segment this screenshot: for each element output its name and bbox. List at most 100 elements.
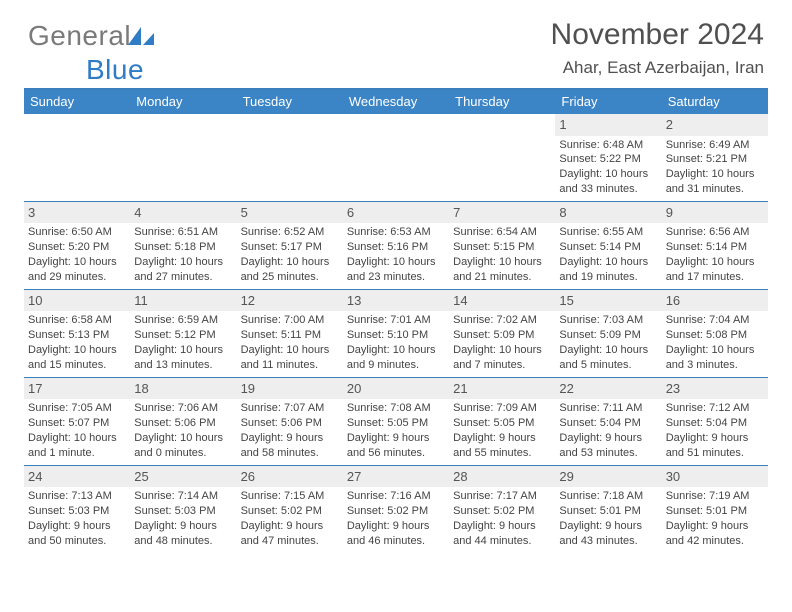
day-cell: 13Sunrise: 7:01 AMSunset: 5:10 PMDayligh…: [343, 290, 449, 377]
day-dl2: and 56 minutes.: [347, 446, 445, 461]
day-sr: Sunrise: 6:50 AM: [28, 225, 126, 240]
day-dl1: Daylight: 10 hours: [666, 255, 764, 270]
day-ss: Sunset: 5:18 PM: [134, 240, 232, 255]
day-dl2: and 1 minute.: [28, 446, 126, 461]
day-dl2: and 17 minutes.: [666, 270, 764, 285]
day-ss: Sunset: 5:04 PM: [666, 416, 764, 431]
day-dl1: Daylight: 9 hours: [134, 519, 232, 534]
day-ss: Sunset: 5:04 PM: [559, 416, 657, 431]
day-number: 28: [449, 466, 555, 488]
day-dl1: Daylight: 9 hours: [666, 519, 764, 534]
day-dl2: and 51 minutes.: [666, 446, 764, 461]
day-number: 17: [24, 378, 130, 400]
day-dl2: and 55 minutes.: [453, 446, 551, 461]
day-dl1: Daylight: 10 hours: [559, 167, 657, 182]
day-dl2: and 15 minutes.: [28, 358, 126, 373]
week-row: 1Sunrise: 6:48 AMSunset: 5:22 PMDaylight…: [24, 114, 768, 201]
day-sr: Sunrise: 7:00 AM: [241, 313, 339, 328]
day-cell: [130, 114, 236, 201]
day-dl2: and 25 minutes.: [241, 270, 339, 285]
day-dl2: and 50 minutes.: [28, 534, 126, 549]
day-number: 29: [555, 466, 661, 488]
day-dl2: and 0 minutes.: [134, 446, 232, 461]
day-sr: Sunrise: 6:56 AM: [666, 225, 764, 240]
day-number: 15: [555, 290, 661, 312]
day-dl1: Daylight: 10 hours: [241, 255, 339, 270]
logo-text-b: Blue: [86, 54, 144, 85]
day-number: 18: [130, 378, 236, 400]
day-dl2: and 23 minutes.: [347, 270, 445, 285]
day-dl2: and 21 minutes.: [453, 270, 551, 285]
logo: General Blue: [28, 20, 154, 86]
weekday-wed: Wednesday: [343, 90, 449, 114]
day-ss: Sunset: 5:02 PM: [347, 504, 445, 519]
day-sr: Sunrise: 7:12 AM: [666, 401, 764, 416]
week-row: 10Sunrise: 6:58 AMSunset: 5:13 PMDayligh…: [24, 289, 768, 377]
empty-day: [453, 138, 551, 190]
day-ss: Sunset: 5:05 PM: [347, 416, 445, 431]
day-ss: Sunset: 5:16 PM: [347, 240, 445, 255]
day-dl1: Daylight: 10 hours: [134, 255, 232, 270]
week-row: 17Sunrise: 7:05 AMSunset: 5:07 PMDayligh…: [24, 377, 768, 465]
empty-day: [241, 138, 339, 190]
day-ss: Sunset: 5:06 PM: [134, 416, 232, 431]
day-dl1: Daylight: 9 hours: [241, 431, 339, 446]
empty-day: [134, 138, 232, 190]
weekday-header-row: Sunday Monday Tuesday Wednesday Thursday…: [24, 90, 768, 114]
day-dl1: Daylight: 10 hours: [28, 255, 126, 270]
day-ss: Sunset: 5:10 PM: [347, 328, 445, 343]
day-dl2: and 31 minutes.: [666, 182, 764, 197]
empty-day: [28, 138, 126, 190]
day-ss: Sunset: 5:13 PM: [28, 328, 126, 343]
day-sr: Sunrise: 6:48 AM: [559, 138, 657, 153]
day-ss: Sunset: 5:07 PM: [28, 416, 126, 431]
day-cell: [237, 114, 343, 201]
day-cell: 18Sunrise: 7:06 AMSunset: 5:06 PMDayligh…: [130, 378, 236, 465]
month-title: November 2024: [551, 18, 764, 52]
day-dl1: Daylight: 10 hours: [347, 255, 445, 270]
day-number: 22: [555, 378, 661, 400]
weeks-container: 1Sunrise: 6:48 AMSunset: 5:22 PMDaylight…: [24, 114, 768, 553]
day-ss: Sunset: 5:12 PM: [134, 328, 232, 343]
day-number: 16: [662, 290, 768, 312]
day-ss: Sunset: 5:21 PM: [666, 152, 764, 167]
day-sr: Sunrise: 6:52 AM: [241, 225, 339, 240]
day-dl1: Daylight: 10 hours: [453, 255, 551, 270]
day-number: 23: [662, 378, 768, 400]
day-dl1: Daylight: 9 hours: [666, 431, 764, 446]
day-ss: Sunset: 5:03 PM: [28, 504, 126, 519]
day-number: 25: [130, 466, 236, 488]
day-cell: [449, 114, 555, 201]
day-sr: Sunrise: 6:53 AM: [347, 225, 445, 240]
day-dl1: Daylight: 9 hours: [28, 519, 126, 534]
day-ss: Sunset: 5:03 PM: [134, 504, 232, 519]
day-number: 12: [237, 290, 343, 312]
day-ss: Sunset: 5:08 PM: [666, 328, 764, 343]
day-sr: Sunrise: 7:14 AM: [134, 489, 232, 504]
day-dl1: Daylight: 10 hours: [241, 343, 339, 358]
day-cell: 14Sunrise: 7:02 AMSunset: 5:09 PMDayligh…: [449, 290, 555, 377]
day-ss: Sunset: 5:01 PM: [666, 504, 764, 519]
day-number: 1: [555, 114, 661, 136]
logo-text-a: General: [28, 20, 131, 51]
day-dl2: and 27 minutes.: [134, 270, 232, 285]
day-dl1: Daylight: 10 hours: [666, 343, 764, 358]
day-number: 3: [24, 202, 130, 224]
day-dl2: and 33 minutes.: [559, 182, 657, 197]
day-cell: 7Sunrise: 6:54 AMSunset: 5:15 PMDaylight…: [449, 202, 555, 289]
week-row: 24Sunrise: 7:13 AMSunset: 5:03 PMDayligh…: [24, 465, 768, 553]
day-ss: Sunset: 5:01 PM: [559, 504, 657, 519]
day-ss: Sunset: 5:11 PM: [241, 328, 339, 343]
day-ss: Sunset: 5:17 PM: [241, 240, 339, 255]
day-dl1: Daylight: 9 hours: [241, 519, 339, 534]
day-dl2: and 13 minutes.: [134, 358, 232, 373]
day-cell: 28Sunrise: 7:17 AMSunset: 5:02 PMDayligh…: [449, 466, 555, 553]
day-cell: 3Sunrise: 6:50 AMSunset: 5:20 PMDaylight…: [24, 202, 130, 289]
day-sr: Sunrise: 7:06 AM: [134, 401, 232, 416]
day-dl2: and 5 minutes.: [559, 358, 657, 373]
day-cell: 5Sunrise: 6:52 AMSunset: 5:17 PMDaylight…: [237, 202, 343, 289]
day-dl2: and 7 minutes.: [453, 358, 551, 373]
day-dl2: and 46 minutes.: [347, 534, 445, 549]
day-cell: 9Sunrise: 6:56 AMSunset: 5:14 PMDaylight…: [662, 202, 768, 289]
day-cell: 25Sunrise: 7:14 AMSunset: 5:03 PMDayligh…: [130, 466, 236, 553]
